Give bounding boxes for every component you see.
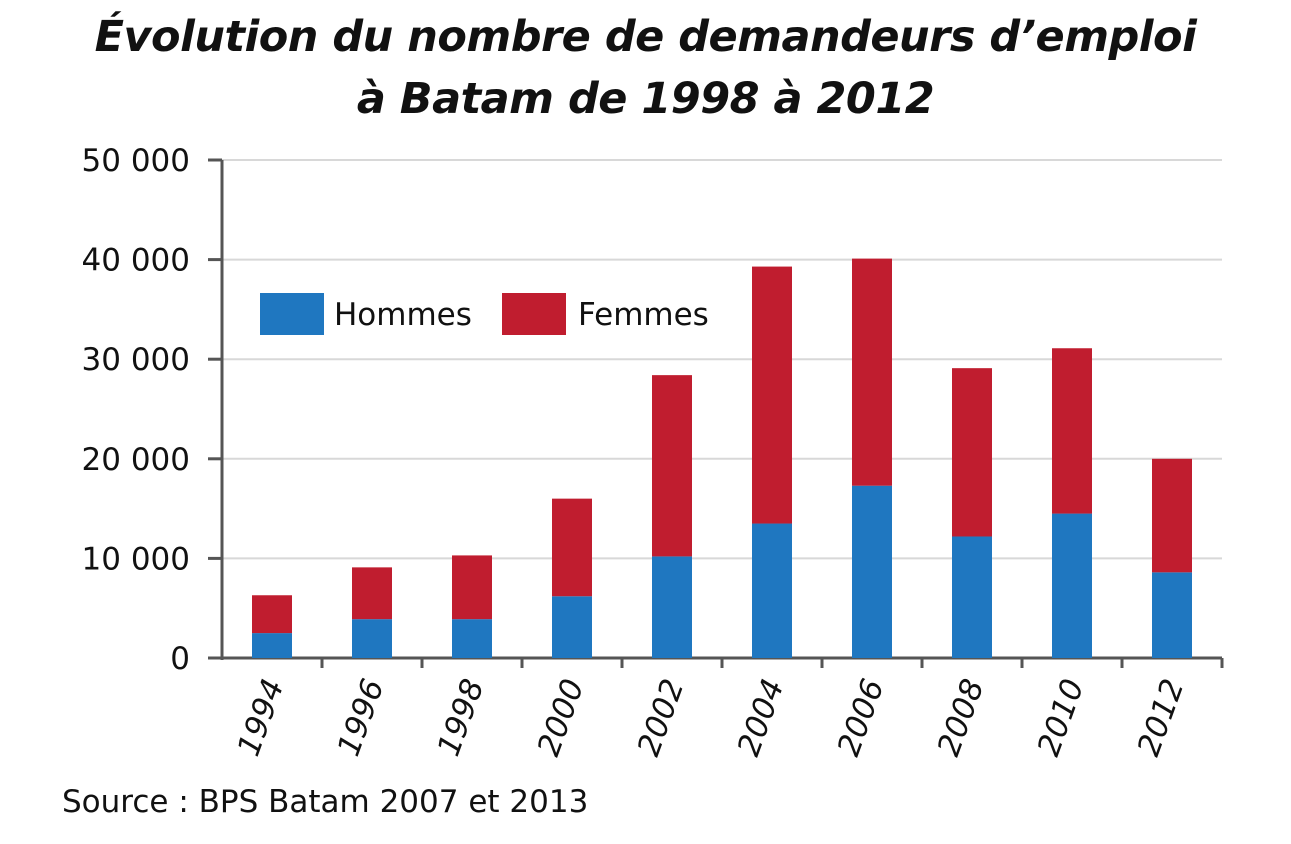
legend-swatch-hommes xyxy=(260,293,324,335)
bar-hommes-2006 xyxy=(852,485,892,658)
x-tick-label: 1994 xyxy=(231,674,292,760)
y-tick-label: 40 000 xyxy=(82,243,190,279)
bar-hommes-1998 xyxy=(452,619,492,658)
bar-femmes-2006 xyxy=(852,258,892,486)
x-tick-label: 1998 xyxy=(431,674,492,760)
bar-hommes-2010 xyxy=(1052,513,1092,658)
x-tick-label: 2002 xyxy=(631,674,692,760)
bar-hommes-2012 xyxy=(1152,572,1192,658)
bar-femmes-2000 xyxy=(552,498,592,597)
bar-hommes-2004 xyxy=(752,523,792,658)
x-tick-label: 2012 xyxy=(1131,674,1192,760)
bar-femmes-2004 xyxy=(752,266,792,524)
legend-swatch-femmes xyxy=(502,293,566,335)
bar-hommes-2002 xyxy=(652,556,692,658)
x-tick-label: 2000 xyxy=(531,674,592,760)
bar-femmes-2008 xyxy=(952,368,992,537)
bar-femmes-1996 xyxy=(352,567,392,620)
bar-femmes-1994 xyxy=(252,595,292,634)
x-tick-label: 2008 xyxy=(931,674,992,760)
source-note: Source : BPS Batam 2007 et 2013 xyxy=(62,784,589,820)
x-tick-label: 2004 xyxy=(731,674,792,760)
chart-title-line-1: Évolution du nombre de demandeurs d’empl… xyxy=(94,12,1197,62)
legend-label-femmes: Femmes xyxy=(578,297,709,333)
x-tick-label: 2006 xyxy=(831,674,892,760)
bar-hommes-2000 xyxy=(552,596,592,658)
bar-femmes-2002 xyxy=(652,375,692,557)
bar-hommes-2008 xyxy=(952,536,992,658)
y-tick-label: 50 000 xyxy=(82,143,190,179)
bar-hommes-1996 xyxy=(352,619,392,658)
y-tick-label: 30 000 xyxy=(82,342,190,378)
bar-femmes-2010 xyxy=(1052,348,1092,514)
bar-hommes-1994 xyxy=(252,633,292,658)
x-tick-label: 2010 xyxy=(1031,674,1092,760)
y-tick-label: 10 000 xyxy=(82,541,190,577)
x-tick-label: 1996 xyxy=(331,674,392,760)
y-tick-label: 20 000 xyxy=(82,442,190,478)
chart-title-line-2: à Batam de 1998 à 2012 xyxy=(356,74,935,124)
bar-femmes-2012 xyxy=(1152,458,1192,573)
bar-femmes-1998 xyxy=(452,555,492,620)
legend-label-hommes: Hommes xyxy=(334,297,472,333)
y-tick-label: 0 xyxy=(170,641,190,677)
